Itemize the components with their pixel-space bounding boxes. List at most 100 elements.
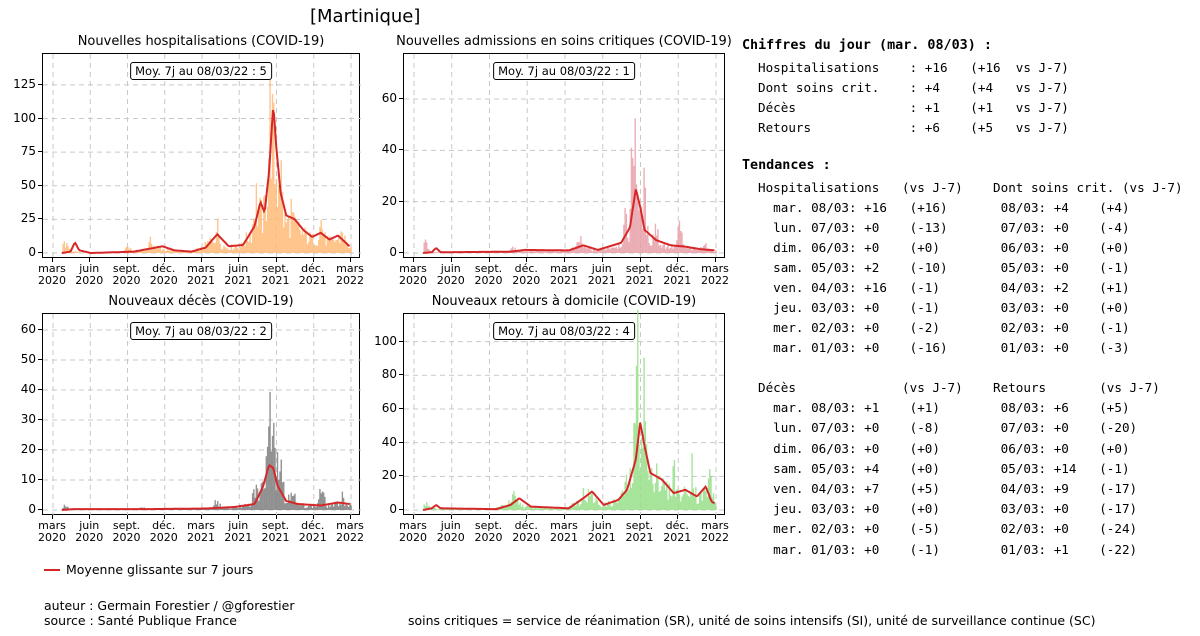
stats-line: mar. 08/03: +1 (+1) 08/03: +6 (+5)	[758, 400, 1130, 416]
daily-bar	[349, 248, 351, 253]
daily-bar	[607, 247, 610, 253]
daily-bar	[542, 250, 544, 253]
daily-bar	[74, 250, 77, 253]
daily-bar	[572, 502, 575, 510]
daily-bar	[337, 506, 340, 510]
daily-bar	[581, 243, 583, 253]
x-tick-mark	[564, 258, 565, 262]
daily-bar	[159, 247, 162, 253]
daily-bar	[280, 459, 282, 510]
daily-bar	[544, 251, 547, 253]
x-tick-label: mars 2020	[399, 262, 427, 287]
daily-bar	[680, 230, 682, 253]
daily-bar	[504, 507, 506, 510]
daily-bar	[630, 147, 633, 253]
daily-bar	[552, 251, 554, 253]
daily-bar	[658, 245, 660, 253]
daily-bar	[565, 509, 567, 510]
daily-bar	[144, 248, 147, 253]
y-tick-label: 40	[381, 142, 397, 157]
daily-bar	[230, 244, 233, 253]
daily-bar	[643, 167, 645, 253]
daily-bar	[671, 496, 673, 510]
x-tick-mark	[52, 258, 53, 262]
daily-bar	[289, 500, 291, 510]
chart-svg	[43, 314, 361, 516]
daily-bar	[285, 503, 287, 510]
daily-bar	[145, 249, 148, 253]
daily-bar	[637, 309, 639, 510]
daily-bar	[711, 497, 714, 510]
daily-bar	[534, 250, 537, 253]
daily-bar	[77, 251, 79, 253]
daily-bar	[662, 478, 664, 510]
x-tick-label: sept. 2021	[261, 262, 290, 287]
daily-bar	[261, 481, 264, 510]
daily-bar	[661, 247, 663, 253]
stats-line: sam. 05/03: +2 (-10) 05/03: +0 (-1)	[758, 260, 1130, 275]
daily-bar	[698, 495, 701, 510]
daily-bar	[298, 222, 300, 253]
daily-bar	[681, 232, 683, 253]
daily-bar	[690, 491, 692, 510]
page-title: [Martinique]	[310, 6, 421, 27]
daily-bar	[611, 247, 614, 253]
daily-bar	[246, 504, 249, 510]
daily-bar	[285, 222, 287, 253]
daily-bar	[281, 191, 284, 253]
x-tick-label: déc. 2021	[298, 262, 327, 287]
y-tick-mark	[38, 329, 42, 330]
daily-bar	[587, 488, 590, 510]
footer-source: source : Santé Publique France	[44, 613, 237, 628]
stats-line: Hospitalisations (vs J-7) Dont soins cri…	[758, 180, 1183, 195]
daily-bar	[125, 246, 128, 253]
daily-bar	[606, 247, 609, 253]
stats-line: jeu. 03/03: +0 (+0) 03/03: +0 (-17)	[758, 501, 1138, 517]
daily-bar	[563, 509, 566, 510]
daily-bar	[265, 456, 268, 510]
x-tick-mark	[488, 258, 490, 262]
y-tick-label: 0	[28, 502, 36, 516]
y-tick-mark	[38, 359, 42, 360]
daily-bar	[311, 507, 314, 510]
daily-bar	[609, 504, 611, 510]
daily-bar	[325, 245, 327, 253]
x-tick-label: juin 2021	[587, 519, 616, 544]
y-tick-mark	[399, 475, 403, 477]
daily-bar	[517, 499, 519, 510]
daily-bar	[238, 508, 240, 510]
daily-bar	[424, 239, 427, 253]
daily-bar	[274, 184, 276, 253]
x-tick-mark	[601, 515, 603, 519]
daily-bar	[653, 237, 655, 253]
daily-bar	[167, 249, 169, 253]
daily-bar	[711, 250, 714, 253]
daily-bar	[259, 197, 261, 253]
daily-bar	[275, 179, 277, 253]
daily-bar	[527, 251, 529, 253]
daily-bar	[180, 250, 183, 253]
daily-bar	[301, 230, 304, 253]
daily-bar	[649, 245, 652, 253]
daily-bar	[231, 250, 234, 253]
daily-bar	[149, 236, 152, 253]
y-tick-mark	[38, 117, 42, 119]
y-tick-label: 25	[20, 211, 36, 226]
daily-bar	[225, 507, 228, 510]
daily-bar	[187, 252, 189, 253]
daily-bar	[294, 493, 296, 510]
daily-bar	[326, 236, 329, 253]
daily-bar	[221, 249, 224, 253]
daily-bar	[259, 493, 261, 510]
y-tick-label: 80	[381, 367, 397, 382]
daily-bar	[305, 232, 307, 253]
daily-bar	[607, 500, 610, 510]
daily-bar	[714, 251, 716, 253]
daily-bar	[300, 234, 302, 253]
daily-bar	[329, 507, 331, 510]
daily-bar	[541, 251, 543, 253]
daily-bar	[346, 505, 349, 510]
daily-bar	[626, 237, 629, 253]
daily-bar	[295, 502, 297, 510]
daily-bar	[520, 250, 523, 253]
